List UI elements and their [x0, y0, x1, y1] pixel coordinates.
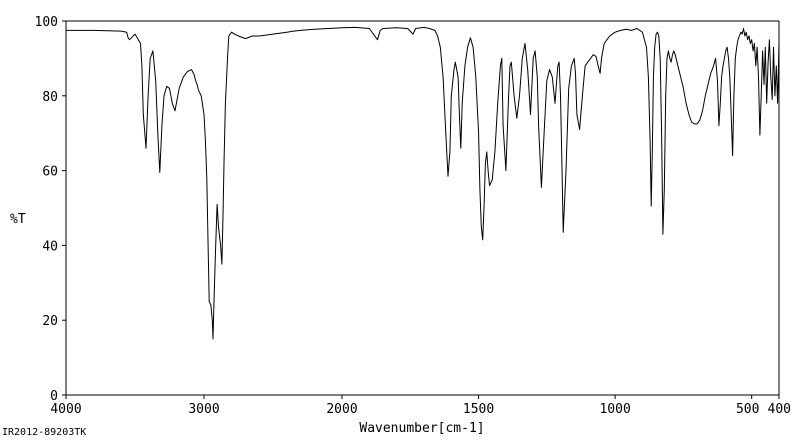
- y-tick-label: 80: [42, 90, 58, 105]
- x-axis-title: Wavenumber[cm-1]: [359, 421, 484, 436]
- y-tick-label: 0: [50, 389, 58, 404]
- x-tick-label: 500: [736, 402, 759, 417]
- x-tick-label: 2000: [326, 402, 357, 417]
- x-tick-label: 1500: [463, 402, 494, 417]
- y-ticks: 0 20 40 60 80 100: [35, 15, 66, 404]
- y-tick-label: 100: [35, 15, 58, 30]
- x-tick-label: 3000: [188, 402, 219, 417]
- x-tick-label: 1000: [599, 402, 630, 417]
- spectrum-line: [66, 26, 780, 340]
- x-ticks: 4000 3000 2000 1500 1000 500 400: [50, 395, 791, 417]
- y-tick-label: 40: [42, 239, 58, 254]
- x-tick-label: 400: [768, 402, 791, 417]
- spectrum-code-label: IR2012-89203TK: [2, 427, 87, 438]
- y-tick-label: 20: [42, 314, 58, 329]
- series-group: [66, 26, 780, 340]
- x-tick-label: 4000: [50, 402, 81, 417]
- plot-frame: [65, 20, 780, 396]
- y-tick-label: 60: [42, 165, 58, 180]
- y-axis-title: %T: [10, 212, 26, 227]
